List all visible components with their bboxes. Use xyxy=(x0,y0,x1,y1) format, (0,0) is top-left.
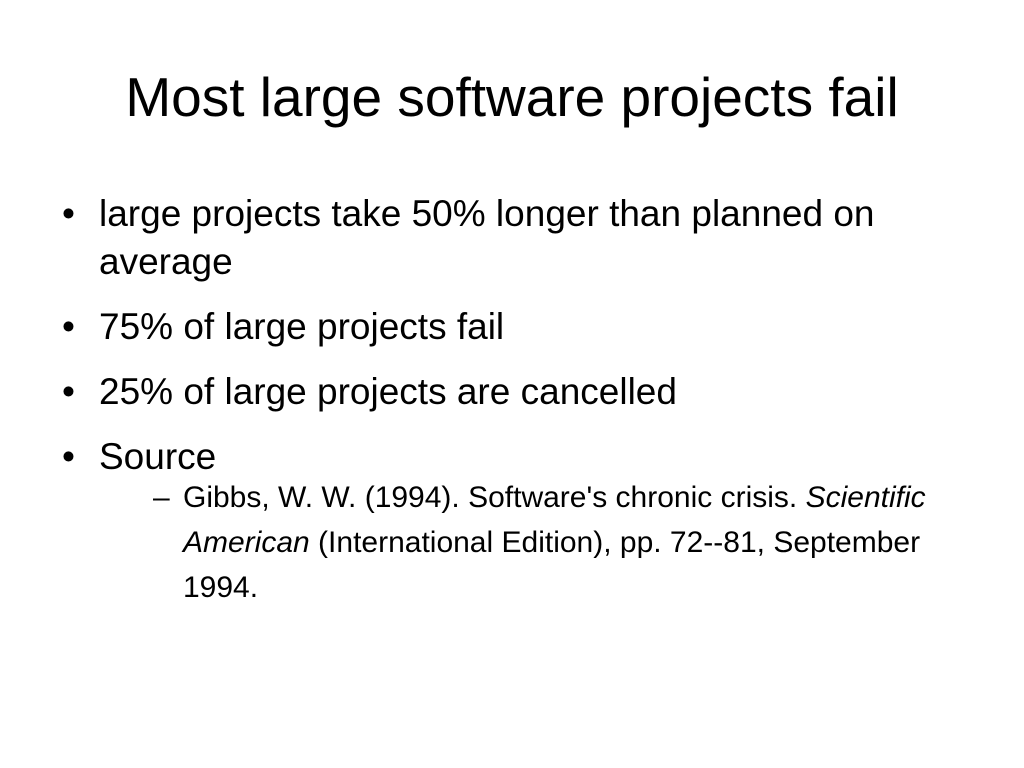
bullet-text: large projects take 50% longer than plan… xyxy=(99,193,875,282)
bullet-item: • 25% of large projects are cancelled xyxy=(62,368,962,416)
journal-name: Scientific American xyxy=(183,481,926,559)
bullet-marker: • xyxy=(62,436,75,477)
bullet-item: • 75% of large projects fail xyxy=(62,303,962,351)
citation-text-start: Gibbs, W. W. (1994). Software's chronic … xyxy=(183,481,806,514)
bullet-marker: • xyxy=(62,193,75,234)
slide-title: Most large software projects fail xyxy=(125,66,899,128)
bullet-text: 75% of large projects fail xyxy=(99,306,505,347)
bullet-text: Source xyxy=(99,436,217,477)
bullet-item: • Source – Gibbs, W. W. (1994). Software'… xyxy=(62,433,962,610)
bullet-list: • large projects take 50% longer than pl… xyxy=(62,190,962,627)
bullet-text: 25% of large projects are cancelled xyxy=(99,371,677,412)
bullet-item: • large projects take 50% longer than pl… xyxy=(62,190,962,286)
sub-bullet-marker: – xyxy=(153,481,170,514)
bullet-marker: • xyxy=(62,306,75,347)
source-citation: – Gibbs, W. W. (1994). Software's chronic… xyxy=(153,475,963,610)
citation-text-end: (International Edition), pp. 72--81, Sep… xyxy=(183,526,921,604)
bullet-marker: • xyxy=(62,371,75,412)
